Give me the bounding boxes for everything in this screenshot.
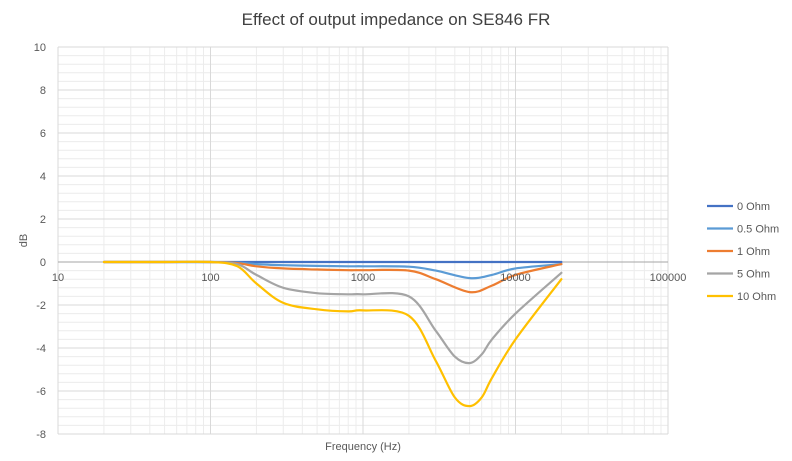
x-tick-label: 10000 (500, 272, 531, 284)
series-lines (102, 260, 563, 408)
y-tick-label: 4 (40, 171, 46, 183)
x-tick-label: 1000 (351, 272, 375, 284)
legend-label: 0 Ohm (737, 201, 770, 213)
tick-labels: 10 8 6 4 2 0 -2 -4 -6 -8 10 100 1000 10000 100000 (34, 42, 687, 441)
legend: 0 Ohm 0.5 Ohm 1 Ohm 5 Ohm 10 Ohm (707, 201, 779, 303)
chart-title: Effect of output impedance on SE846 FR (241, 10, 551, 29)
x-tick-label: 100 (201, 272, 219, 284)
y-tick-label: -8 (36, 429, 46, 441)
y-tick-label: 0 (40, 257, 46, 269)
series-line-10-ohm (102, 260, 563, 408)
legend-item: 1 Ohm (707, 246, 770, 258)
x-tick-label: 10 (52, 272, 64, 284)
legend-label: 5 Ohm (737, 269, 770, 281)
legend-label: 10 Ohm (737, 291, 776, 303)
y-tick-label: -2 (36, 300, 46, 312)
legend-label: 1 Ohm (737, 246, 770, 258)
x-tick-label: 100000 (650, 272, 687, 284)
legend-item: 0.5 Ohm (707, 224, 779, 236)
x-axis-title: Frequency (Hz) (325, 441, 401, 453)
legend-item: 0 Ohm (707, 201, 770, 213)
y-tick-label: -6 (36, 386, 46, 398)
y-tick-label: 8 (40, 85, 46, 97)
legend-item: 5 Ohm (707, 269, 770, 281)
series-line-5-ohm (102, 260, 563, 365)
legend-item: 10 Ohm (707, 291, 776, 303)
y-tick-label: 2 (40, 214, 46, 226)
axis-titles: Frequency (Hz) dB (18, 234, 401, 453)
y-axis-title: dB (18, 234, 30, 247)
legend-label: 0.5 Ohm (737, 224, 779, 236)
y-tick-label: 10 (34, 42, 46, 54)
y-tick-label: 6 (40, 128, 46, 140)
y-tick-label: -4 (36, 343, 46, 355)
